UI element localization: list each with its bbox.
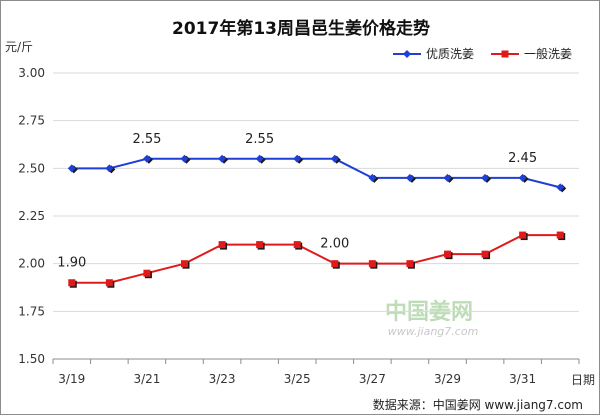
x-tick-label: 3/27 [359, 372, 386, 386]
data-point [218, 241, 226, 249]
data-point [368, 260, 376, 268]
watermark-url: www.jiang7.com [388, 325, 479, 338]
series-line-2 [71, 234, 561, 284]
data-point [105, 279, 113, 287]
y-tick-label: 2.25 [18, 209, 45, 223]
data-point [481, 173, 490, 182]
y-axis-unit: 元/斤 [5, 40, 33, 54]
data-point [68, 279, 76, 287]
data-point [143, 269, 151, 277]
y-tick-label: 2.75 [18, 114, 45, 128]
x-tick-label: 3/23 [209, 372, 236, 386]
data-point [443, 173, 452, 182]
data-point [180, 154, 189, 163]
data-point [256, 241, 264, 249]
data-label: 2.55 [132, 132, 161, 147]
data-point [444, 250, 451, 258]
data-point [556, 231, 564, 239]
y-tick-label: 3.00 [18, 66, 45, 80]
data-point [519, 231, 527, 239]
data-point [331, 260, 339, 268]
x-tick-label: 3/31 [509, 372, 536, 386]
x-tick-label: 3/19 [58, 372, 85, 386]
data-labels: 2.55 2.55 2.45 1.90 2.00 [57, 132, 537, 271]
y-tick-label: 2.00 [18, 257, 45, 271]
data-point [293, 241, 301, 249]
legend-marker [501, 50, 509, 58]
watermark: 中国姜网 www.jiang7.com [385, 299, 478, 338]
legend: 优质洗姜 一般洗姜 [393, 46, 572, 61]
data-point [368, 173, 377, 182]
x-axis-label: 日期 [571, 373, 595, 387]
data-label: 1.90 [57, 256, 86, 271]
legend-label: 一般洗姜 [524, 46, 572, 61]
y-tick-label: 1.50 [18, 352, 45, 366]
data-source-note: 数据来源：中国姜网 www.jiang7.com [373, 397, 583, 412]
data-point [218, 154, 227, 163]
legend-marker [403, 50, 411, 58]
series-layer [67, 154, 567, 288]
axes: 1.50 1.75 2.00 2.25 2.50 2.75 3.00 3/19 3/21 3/23… [18, 66, 580, 386]
x-tick-label: 3/29 [434, 372, 461, 386]
watermark-brand: 中国姜网 [385, 299, 473, 325]
legend-label: 优质洗姜 [426, 47, 474, 61]
data-point [293, 154, 302, 163]
chart-title: 2017年第13周昌邑生姜价格走势 [172, 18, 430, 39]
data-point [330, 154, 339, 163]
series-line-1 [71, 157, 561, 189]
data-point [105, 164, 114, 173]
data-point [255, 154, 264, 163]
grid-lines [53, 72, 579, 360]
data-point [518, 173, 527, 182]
data-point [405, 173, 414, 182]
x-tick-label: 3/25 [284, 372, 311, 386]
data-label: 2.45 [508, 151, 537, 166]
data-label: 2.00 [320, 237, 349, 252]
data-label: 2.55 [245, 132, 274, 147]
data-point [67, 164, 76, 173]
data-point [142, 154, 151, 163]
data-point [181, 260, 188, 268]
data-point [406, 260, 414, 268]
y-tick-label: 1.75 [18, 304, 45, 318]
x-tick-label: 3/21 [133, 372, 160, 386]
data-point [481, 250, 489, 258]
data-point [556, 183, 565, 192]
y-tick-label: 2.50 [18, 161, 45, 175]
